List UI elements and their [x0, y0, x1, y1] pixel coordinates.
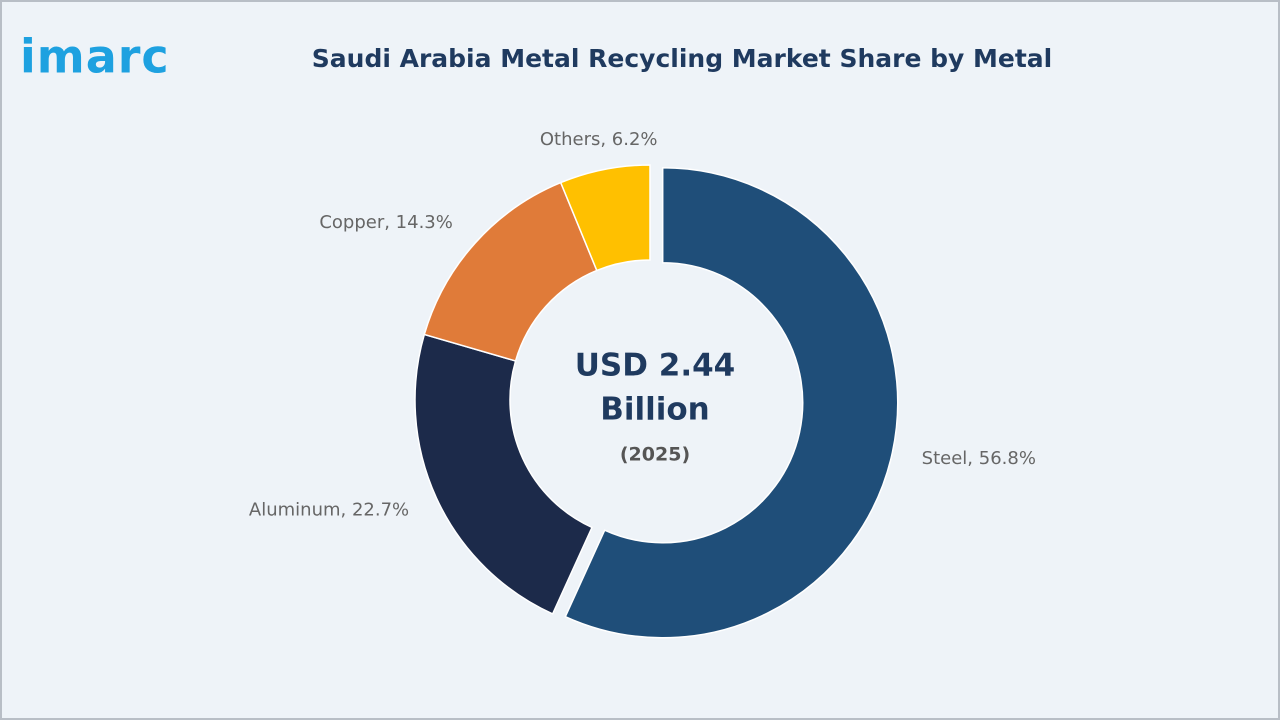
donut-slice [414, 333, 593, 615]
slice-label: Steel, 56.8% [922, 448, 1036, 469]
chart-title: Saudi Arabia Metal Recycling Market Shar… [312, 44, 1052, 73]
slice-label: Copper, 14.3% [319, 212, 453, 233]
center-unit: Billion [600, 392, 710, 428]
slice-label: Others, 6.2% [540, 129, 658, 150]
slice-label: Aluminum, 22.7% [249, 500, 409, 521]
donut-slice [564, 167, 899, 639]
center-value: USD 2.44 [575, 348, 736, 384]
center-year: (2025) [620, 444, 690, 466]
logo: imarc [20, 30, 170, 84]
donut-slice [559, 164, 651, 272]
